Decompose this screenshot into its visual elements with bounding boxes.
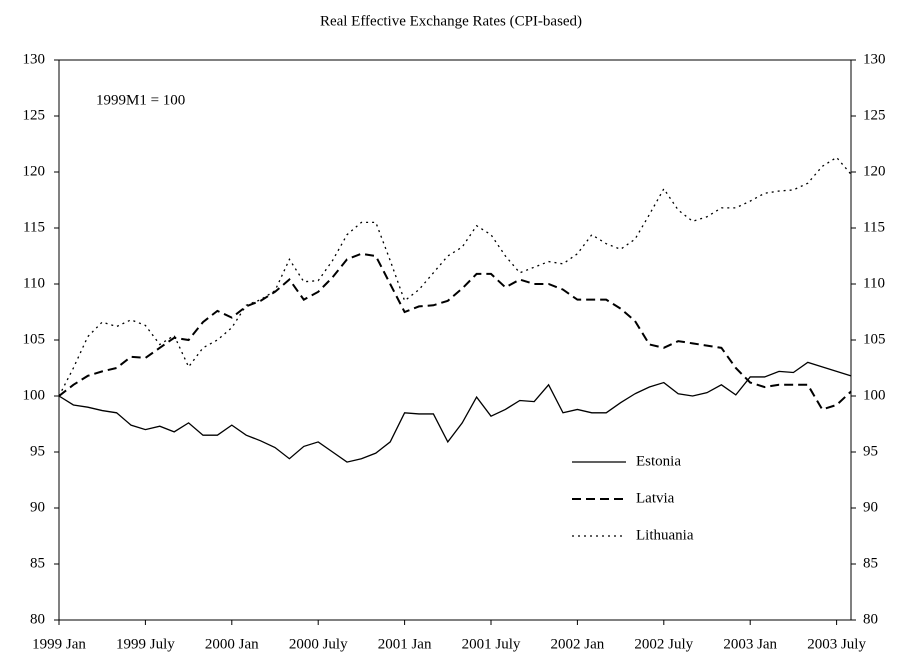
y2-tick-label: 90 — [863, 499, 878, 515]
series-line — [58, 156, 852, 397]
annotation: 1999M1 = 100 — [96, 92, 185, 108]
y2-tick-label: 95 — [863, 443, 878, 459]
x-tick-label: 2003 Jan — [723, 636, 777, 652]
y-tick-label: 90 — [30, 499, 45, 515]
y-tick-label: 110 — [23, 275, 45, 291]
x-tick-label: 1999 July — [116, 636, 175, 652]
y2-tick-label: 110 — [863, 275, 885, 291]
y2-tick-label: 100 — [863, 387, 886, 403]
y-tick-label: 100 — [23, 387, 46, 403]
plot-frame — [58, 59, 852, 621]
y2-tick-label: 120 — [863, 163, 886, 179]
y2-tick-label: 130 — [863, 51, 886, 67]
series-line — [58, 252, 852, 411]
y2-tick-label: 80 — [863, 611, 878, 627]
x-tick-label: 2001 July — [462, 636, 521, 652]
y-tick-label: 105 — [23, 331, 46, 347]
y2-tick-label: 105 — [863, 331, 886, 347]
y-tick-label: 120 — [23, 163, 46, 179]
y-tick-label: 80 — [30, 611, 45, 627]
x-tick-label: 2000 July — [289, 636, 348, 652]
x-tick-label: 2002 Jan — [551, 636, 605, 652]
y2-tick-label: 115 — [863, 219, 885, 235]
legend-label: Latvia — [636, 490, 675, 506]
y-tick-label: 85 — [30, 555, 45, 571]
y-tick-label: 125 — [23, 107, 46, 123]
y-tick-label: 95 — [30, 443, 45, 459]
x-tick-label: 2001 Jan — [378, 636, 432, 652]
y-tick-label: 130 — [23, 51, 46, 67]
x-tick-label: 2000 Jan — [205, 636, 259, 652]
y-tick-label: 115 — [23, 219, 45, 235]
series-line — [58, 361, 852, 463]
y2-tick-label: 125 — [863, 107, 886, 123]
x-tick-label: 1999 Jan — [32, 636, 86, 652]
chart-title: Real Effective Exchange Rates (CPI-based… — [320, 13, 582, 29]
y2-tick-label: 85 — [863, 555, 878, 571]
legend-label: Lithuania — [636, 527, 694, 543]
x-tick-label: 2002 July — [634, 636, 693, 652]
x-tick-label: 2003 July — [807, 636, 866, 652]
legend-label: Estonia — [636, 453, 681, 469]
